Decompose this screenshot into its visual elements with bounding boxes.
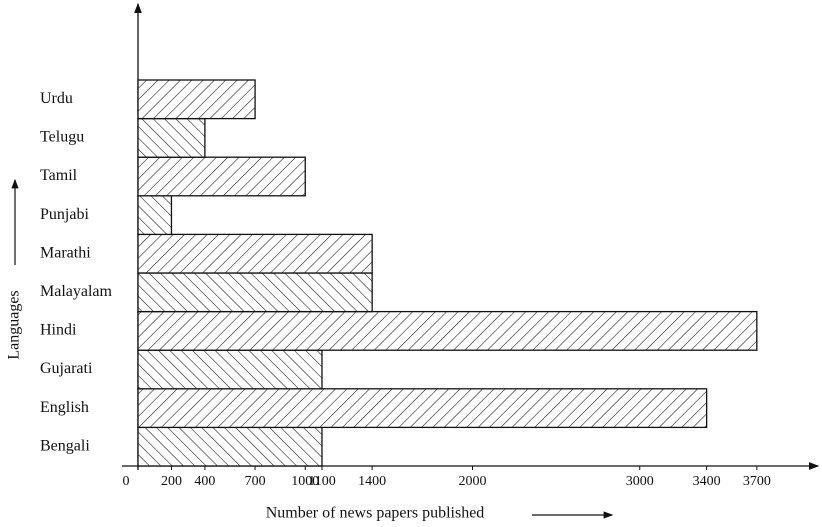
bar [137, 388, 708, 429]
y-tick-label: Urdu [40, 90, 73, 107]
x-axis-label: Number of news papers published [266, 505, 485, 522]
y-tick-label: English [40, 399, 89, 416]
y-tick-label: Hindi [40, 322, 77, 339]
bar [137, 349, 323, 390]
x-tick-label: 3400 [693, 474, 721, 489]
y-tick-label: Telugu [40, 129, 84, 146]
x-tick-label: 2000 [459, 474, 487, 489]
x-tick-label: 1100 [308, 474, 335, 489]
y-tick-label: Marathi [40, 244, 91, 261]
bar [137, 426, 323, 467]
bar [137, 310, 758, 351]
bar [137, 156, 306, 197]
x-tick-label: 1000 [291, 474, 319, 489]
bar [137, 233, 373, 274]
x-tick-label: 1400 [358, 474, 386, 489]
bar [137, 195, 173, 236]
y-tick-label: Bengali [40, 437, 90, 454]
y-tick-label: Tamil [40, 167, 78, 184]
bar [137, 79, 256, 120]
y-tick-label: Punjabi [40, 206, 89, 223]
y-tick-label: Gujarati [40, 360, 93, 377]
bar [137, 272, 373, 313]
x-tick-label: 700 [245, 474, 266, 489]
bar [137, 117, 206, 158]
y-axis-label: Languages [6, 290, 23, 359]
x-tick-label: 200 [161, 474, 182, 489]
x-tick-label: 0 [123, 474, 130, 489]
y-tick-label: Malayalam [40, 283, 113, 300]
x-tick-label: 3700 [743, 474, 771, 489]
x-tick-label: 400 [194, 474, 215, 489]
x-tick-label: 3000 [626, 474, 654, 489]
